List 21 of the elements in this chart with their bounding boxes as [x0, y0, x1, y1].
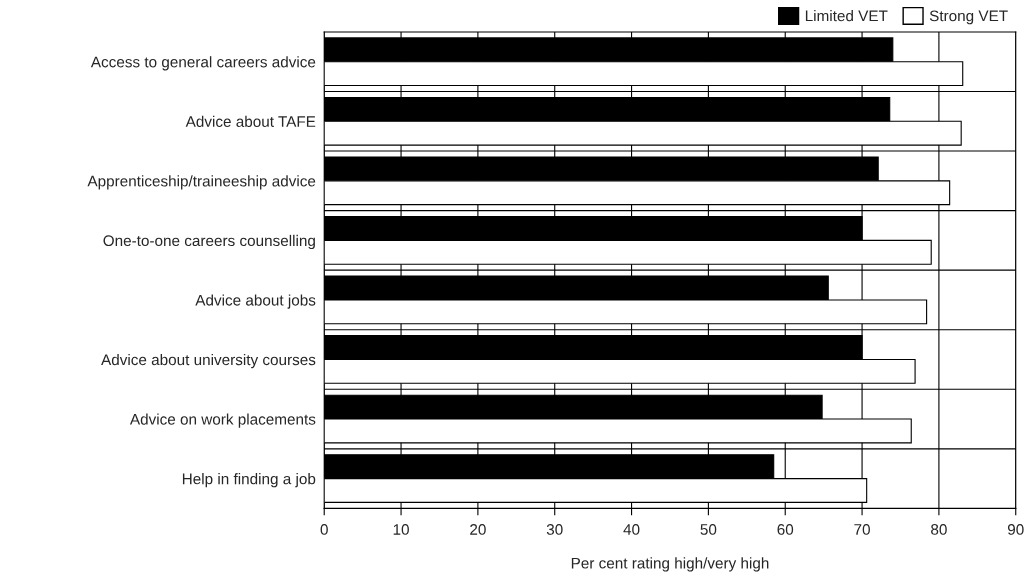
y-tick-label: Advice on work placements — [129, 413, 316, 428]
x-tick-label: 30 — [546, 524, 563, 535]
x-tick-label: 20 — [470, 524, 486, 535]
x-tick-label: 0 — [320, 524, 328, 535]
x-tick-label: 10 — [393, 524, 409, 535]
y-tick-label: Advice about university courses — [101, 353, 316, 369]
y-tick-label: Advice about TAFE — [185, 115, 316, 127]
y-tick-label: One-to-one careers counselling — [103, 234, 315, 250]
x-tick-label: 80 — [931, 524, 947, 535]
x-tick-label: 40 — [623, 524, 640, 535]
y-tick-label: Access to general careers advice — [90, 56, 316, 71]
x-tick-label: 60 — [777, 524, 794, 535]
y-tick-label: Apprenticeship/traineeship advice — [87, 175, 316, 190]
legend-label: Strong VET — [929, 10, 1008, 25]
x-tick-label: 90 — [1007, 524, 1024, 535]
y-tick-label: Help in finding a job — [182, 473, 316, 488]
x-axis-title: Per cent rating high/very high — [571, 557, 769, 572]
legend-label: Limited VET — [805, 10, 888, 22]
x-tick-label: 70 — [854, 524, 870, 535]
x-tick-label: 50 — [700, 524, 717, 535]
y-tick-label: Advice about jobs — [195, 294, 316, 309]
